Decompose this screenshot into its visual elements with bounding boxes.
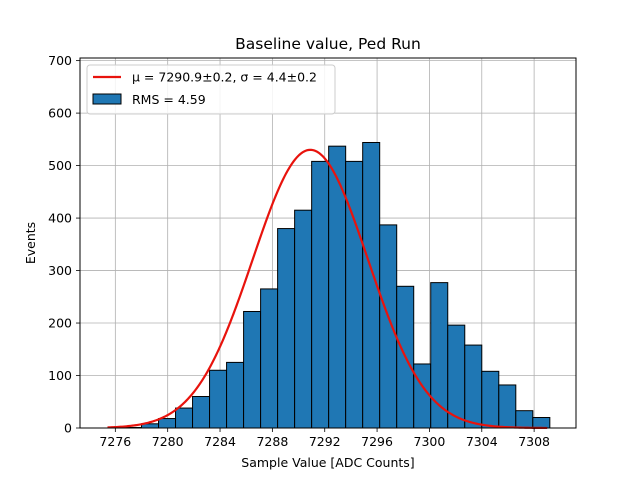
legend-fit-label: μ = 7290.9±0.2, σ = 4.4±0.2	[132, 70, 317, 85]
x-tick-label: 7304	[466, 434, 498, 449]
histogram-bar	[379, 224, 398, 429]
y-tick-label: 500	[48, 158, 72, 173]
x-tick-label: 7308	[518, 434, 550, 449]
histogram-bar	[260, 288, 279, 429]
x-axis-label: Sample Value [ADC Counts]	[241, 455, 414, 470]
tick-layer: 7276 7280 7284 7288 7292 7296 7300 7304 7308 0 100…	[48, 53, 550, 449]
y-tick-label: 300	[48, 263, 72, 278]
histogram-bar	[515, 410, 534, 429]
x-tick-label: 7276	[99, 434, 131, 449]
histogram-bar	[243, 310, 262, 429]
y-tick-label: 0	[64, 421, 72, 436]
x-tick-label: 7280	[152, 434, 184, 449]
x-tick-label: 7296	[361, 434, 393, 449]
histogram-bar	[158, 418, 177, 429]
x-tick-label: 7300	[414, 434, 446, 449]
histogram-bar	[311, 160, 330, 429]
plot-frame	[79, 57, 577, 429]
chart-title: Baseline value, Ped Run	[235, 35, 421, 53]
histogram-bar	[209, 369, 228, 429]
histogram-bars	[123, 141, 551, 429]
legend-histogram-swatch	[92, 93, 122, 105]
histogram-bar	[226, 361, 245, 429]
legend-box	[86, 64, 336, 115]
gaussian-fit-curve	[107, 148, 548, 430]
histogram-bar	[175, 407, 194, 429]
fit-curve-layer	[107, 148, 548, 430]
histogram-bar	[413, 363, 432, 429]
y-axis-label: Events	[23, 222, 38, 264]
histogram-bar	[532, 417, 551, 429]
x-tick-label: 7284	[204, 434, 236, 449]
histogram-bar	[481, 370, 500, 429]
histogram-bar	[277, 228, 296, 429]
histogram-bar	[464, 344, 483, 429]
legend: μ = 7290.9±0.2, σ = 4.4±0.2 RMS = 4.59	[86, 64, 336, 115]
x-tick-label: 7288	[256, 434, 288, 449]
y-tick-label: 200	[48, 316, 72, 331]
histogram-bar	[192, 396, 211, 429]
legend-histogram-label: RMS = 4.59	[132, 92, 206, 107]
y-tick-label: 400	[48, 211, 72, 226]
histogram-bar	[328, 145, 347, 429]
histogram-bar	[498, 384, 517, 429]
y-tick-label: 600	[48, 106, 72, 121]
y-tick-label: 100	[48, 368, 72, 383]
x-tick-label: 7292	[309, 434, 341, 449]
histogram-bar	[294, 209, 313, 429]
y-tick-label: 700	[48, 53, 72, 68]
